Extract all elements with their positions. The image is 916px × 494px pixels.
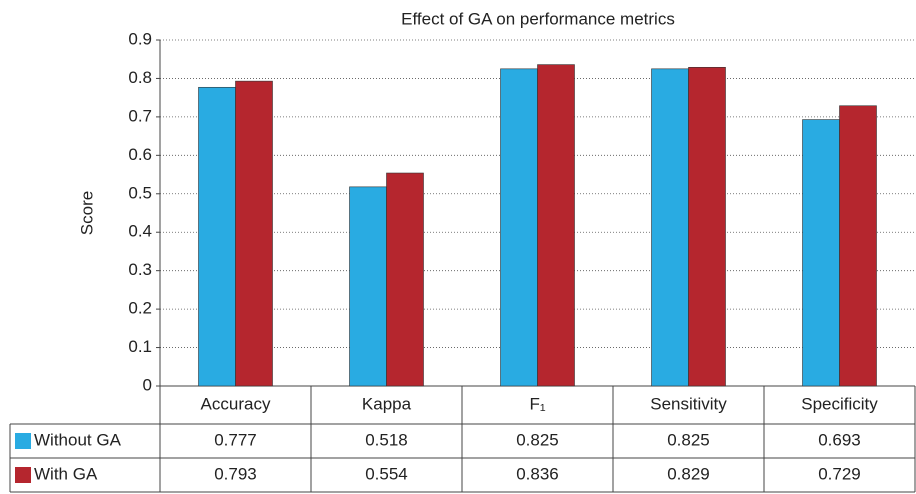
- table-value: 0.793: [214, 464, 257, 483]
- x-tick-label: Sensitivity: [650, 394, 727, 413]
- y-tick-label: 0.4: [128, 222, 152, 241]
- bar: [651, 68, 689, 387]
- y-axis-label: Score: [77, 191, 96, 235]
- table-value: 0.777: [214, 430, 257, 449]
- legend-swatch: [15, 433, 31, 449]
- bar: [802, 119, 840, 387]
- table-value: 0.518: [365, 430, 408, 449]
- bar: [537, 64, 575, 387]
- bar: [500, 68, 538, 387]
- chart-title: Effect of GA on performance metrics: [401, 9, 675, 28]
- table-value: 0.836: [516, 464, 559, 483]
- y-tick-label: 0: [143, 375, 152, 394]
- bar: [839, 105, 877, 387]
- table-value: 0.729: [818, 464, 861, 483]
- y-tick-label: 0.5: [128, 183, 152, 202]
- legend-label: With GA: [34, 464, 98, 483]
- table-value: 0.829: [667, 464, 710, 483]
- y-tick-label: 0.7: [128, 106, 152, 125]
- table-value: 0.693: [818, 430, 861, 449]
- x-tick-label: Specificity: [801, 394, 878, 413]
- x-tick-label: Kappa: [362, 394, 412, 413]
- legend-swatch: [15, 467, 31, 483]
- legend-label: Without GA: [34, 430, 122, 449]
- y-tick-label: 0.3: [128, 260, 152, 279]
- y-tick-label: 0.1: [128, 337, 152, 356]
- y-tick-label: 0.9: [128, 29, 152, 48]
- bar: [688, 66, 726, 387]
- bar: [349, 186, 387, 387]
- bar: [198, 86, 236, 387]
- x-tick-label: Accuracy: [201, 394, 271, 413]
- x-tick-label: F₁: [529, 394, 545, 413]
- y-tick-label: 0.8: [128, 68, 152, 87]
- table-value: 0.554: [365, 464, 408, 483]
- bar: [386, 172, 424, 387]
- table-value: 0.825: [516, 430, 559, 449]
- y-tick-label: 0.6: [128, 145, 152, 164]
- y-tick-label: 0.2: [128, 299, 152, 318]
- bar: [235, 80, 273, 387]
- table-value: 0.825: [667, 430, 710, 449]
